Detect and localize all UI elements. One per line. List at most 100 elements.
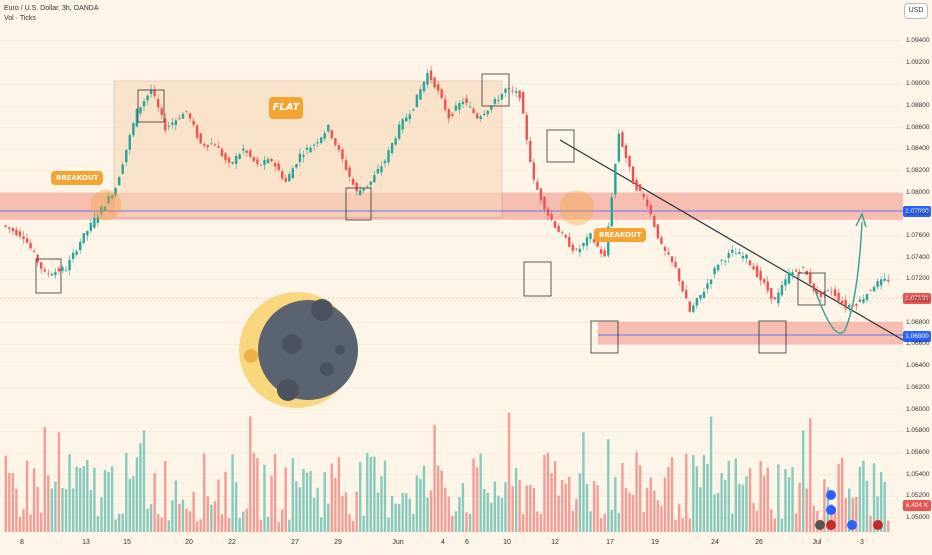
volume-bar: [610, 509, 613, 532]
volume-bar: [490, 502, 493, 532]
volume-bar: [734, 458, 738, 532]
volume-bar: [539, 513, 543, 532]
volume-bar: [638, 465, 642, 532]
volume-bar: [521, 513, 525, 532]
candle-body: [25, 238, 29, 243]
y-tick-label: 1.08000: [906, 188, 930, 196]
candle-body: [436, 84, 440, 91]
candle-body: [167, 125, 170, 127]
candle-body: [713, 267, 716, 275]
volume-bar: [809, 418, 812, 532]
candle-body: [543, 196, 546, 210]
candle-body: [826, 289, 830, 291]
volume-bar: [468, 513, 472, 532]
volume-bar: [635, 452, 638, 532]
candle-body: [419, 89, 422, 100]
y-tick-label: 1.05200: [906, 492, 930, 500]
flag-icon[interactable]: [826, 490, 836, 500]
volume-bar: [156, 514, 160, 532]
volume-bar: [603, 513, 606, 532]
candle-body: [840, 300, 844, 304]
candle-body: [220, 149, 224, 157]
volume-bar: [752, 503, 755, 532]
volume-bar: [256, 457, 259, 532]
candle-body: [397, 124, 401, 139]
candle-body: [716, 264, 720, 271]
volume-bar: [110, 466, 114, 532]
candle-body: [132, 123, 135, 136]
candle-body: [444, 99, 447, 110]
candle-body: [341, 149, 344, 160]
candle-body: [624, 145, 628, 159]
volume-bar: [4, 455, 7, 532]
candle-body: [387, 150, 390, 163]
volume-bar: [135, 457, 139, 532]
current-price-tag: 1.07131: [903, 293, 931, 304]
x-tick-label: 3: [860, 539, 864, 546]
volume-bar: [589, 511, 592, 532]
volume-bar: [373, 456, 376, 532]
candle-body: [674, 261, 677, 268]
candle-body: [100, 206, 103, 214]
candle-body: [263, 160, 266, 165]
volume-bar: [692, 454, 695, 532]
candle-body: [582, 242, 585, 247]
candle-body: [142, 101, 146, 107]
candle-body: [819, 292, 823, 297]
y-tick-label: 1.07600: [906, 232, 930, 240]
candle-body: [692, 305, 695, 313]
candle-body: [429, 70, 433, 81]
candle-body: [266, 159, 270, 164]
candle-body: [631, 166, 635, 184]
candle-body: [57, 268, 61, 272]
candle-body: [327, 124, 330, 132]
candle-body: [330, 130, 334, 139]
volume-bar: [667, 466, 670, 532]
volume-bar: [29, 514, 32, 532]
candle-body: [521, 91, 525, 114]
y-tick-label: 1.07000: [906, 297, 930, 305]
candle-body: [178, 118, 181, 120]
volume-tag: 6.404 K: [903, 500, 931, 511]
resistance-price-tag: 1.07900: [903, 206, 931, 217]
candle-body: [259, 164, 263, 166]
flag-icon[interactable]: [826, 505, 836, 515]
candle-body: [539, 188, 543, 201]
lightning-icon[interactable]: [815, 520, 825, 530]
candle-body: [876, 281, 879, 287]
flag-icon[interactable]: [847, 520, 857, 530]
currency-button[interactable]: USD: [904, 3, 928, 19]
x-tick-label: 24: [711, 539, 719, 546]
volume-bar: [447, 496, 450, 532]
flag-icon[interactable]: [873, 520, 883, 530]
candle-body: [872, 286, 876, 292]
candle-body: [252, 157, 256, 162]
volume-bar: [132, 476, 135, 532]
candle-body: [433, 77, 436, 88]
moon-icon: [258, 300, 358, 400]
candle-body: [638, 184, 642, 192]
volume-bar: [794, 513, 798, 532]
volume-bar: [575, 499, 578, 532]
candle-body: [227, 157, 231, 163]
candle-body: [791, 272, 794, 277]
volume-bar: [380, 476, 383, 532]
candle-body: [603, 250, 606, 257]
candle-body: [245, 150, 248, 153]
candle-body: [8, 227, 11, 229]
candle-body: [801, 266, 805, 268]
volume-bar: [784, 469, 787, 532]
breakout-label-left: BREAKOUT: [51, 171, 104, 185]
candle-body: [18, 231, 22, 237]
candle-body: [234, 155, 238, 164]
candle-body: [383, 160, 387, 164]
volume-bar: [298, 487, 302, 532]
flag-icon[interactable]: [826, 520, 836, 530]
candle-body: [78, 242, 82, 251]
volume-bar: [89, 490, 93, 532]
highlight-box: [345, 187, 372, 221]
volume-bar: [139, 443, 142, 532]
candle-body: [440, 89, 443, 98]
volume-bar: [557, 495, 560, 532]
